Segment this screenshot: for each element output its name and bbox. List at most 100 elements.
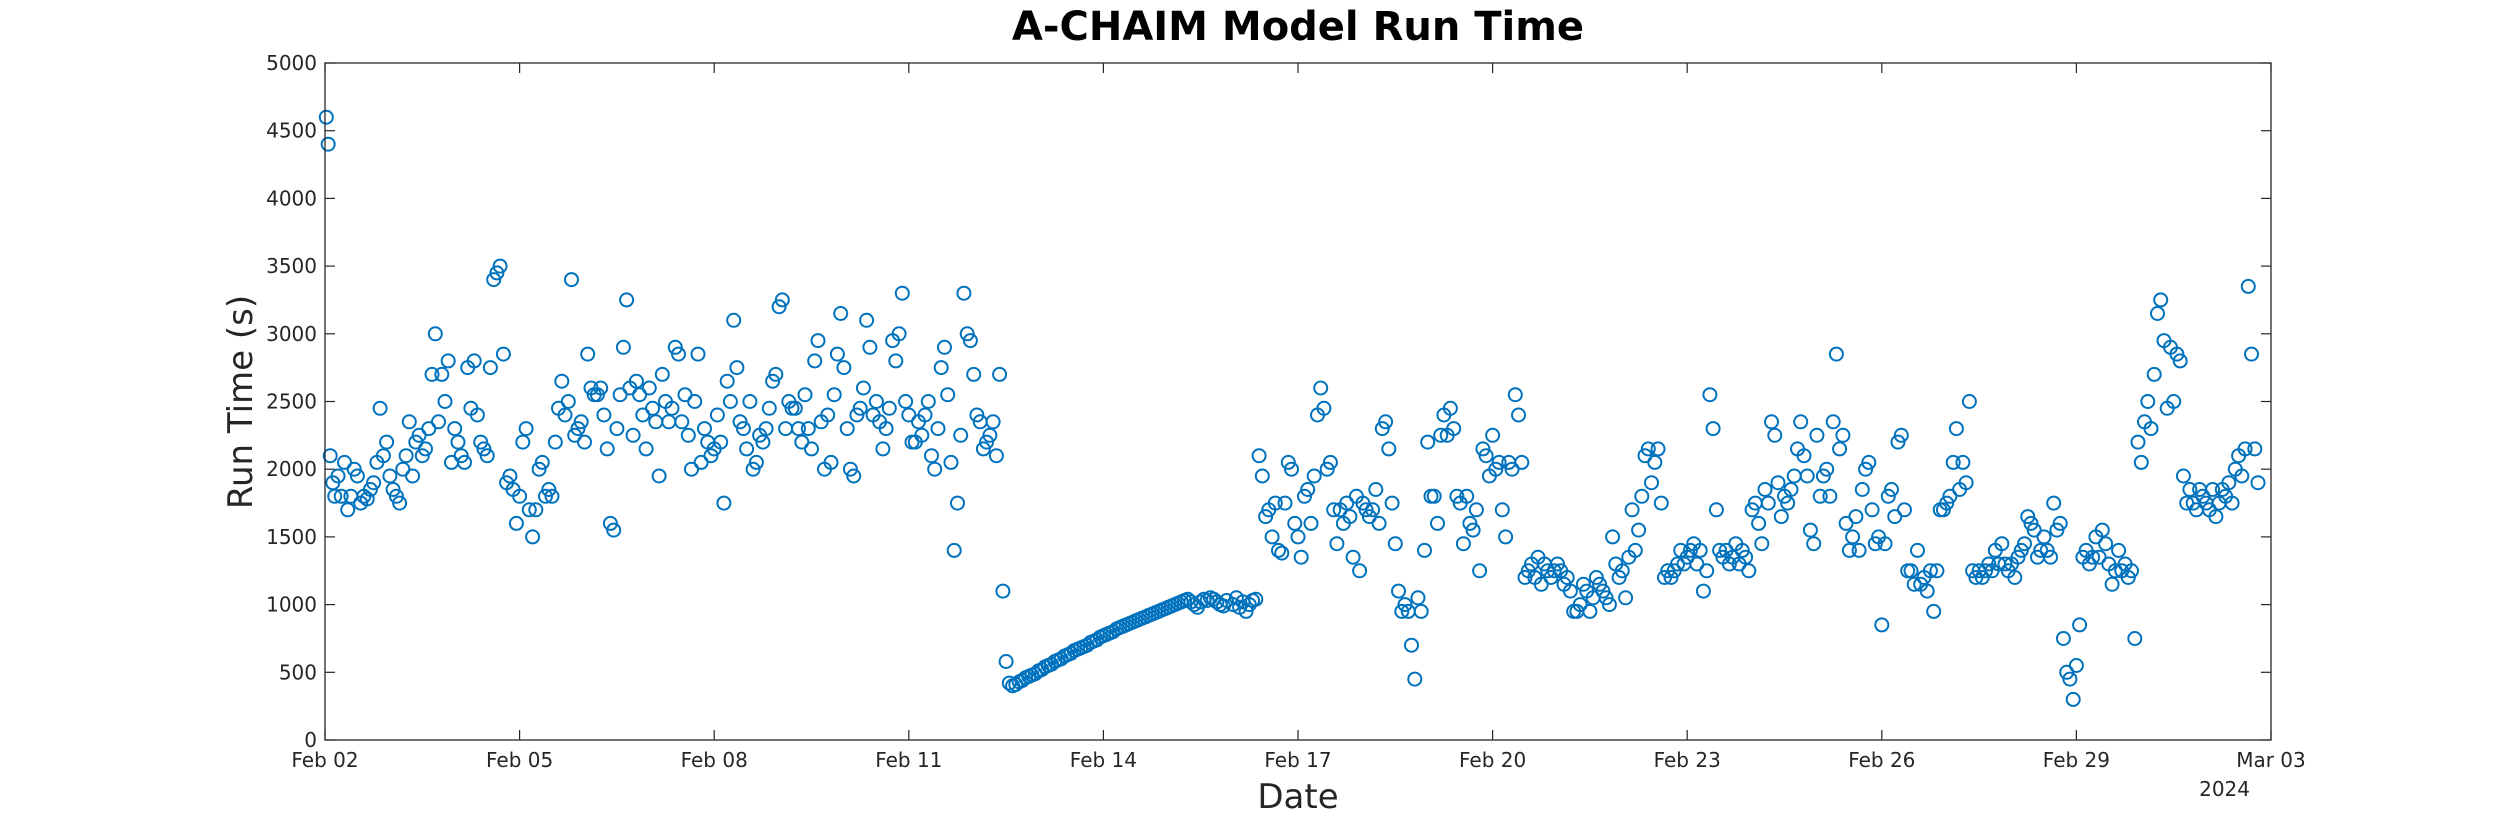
data-point	[479, 448, 495, 464]
data-point	[1238, 603, 1254, 619]
data-point	[1271, 542, 1286, 558]
data-point	[2237, 441, 2253, 457]
data-point	[868, 394, 884, 409]
data-point	[1858, 461, 1874, 477]
data-point	[1864, 502, 1880, 518]
data-point	[2098, 536, 2114, 552]
data-point	[761, 400, 777, 416]
data-point	[2124, 563, 2139, 579]
data-point	[2068, 658, 2084, 673]
data-point	[2172, 353, 2188, 369]
data-point	[1442, 400, 1458, 416]
data-point	[755, 434, 771, 450]
data-point	[2234, 468, 2250, 484]
data-point	[1485, 427, 1501, 443]
data-point	[1903, 563, 1919, 579]
data-point	[1430, 515, 1445, 531]
data-point	[842, 461, 858, 477]
data-point	[1465, 522, 1481, 538]
chart-title: A-CHAIM Model Run Time	[1012, 4, 1584, 50]
data-point	[525, 529, 541, 545]
data-point	[1666, 563, 1682, 579]
data-point	[1760, 495, 1776, 511]
y-tick-label: 2000	[266, 457, 317, 481]
data-point	[930, 421, 946, 437]
data-point	[648, 414, 664, 430]
data-point	[1644, 475, 1659, 491]
data-point	[2007, 570, 2023, 585]
data-point	[697, 421, 712, 437]
data-point	[606, 522, 622, 538]
data-point	[920, 394, 936, 409]
data-point	[2039, 542, 2055, 558]
data-point	[2208, 509, 2224, 525]
data-point	[1322, 454, 1338, 470]
data-point	[450, 434, 466, 450]
data-point	[1838, 515, 1854, 531]
data-point	[1342, 509, 1358, 525]
data-point	[641, 380, 657, 396]
x-tick-label: Feb 11	[875, 748, 942, 772]
data-point	[765, 373, 781, 389]
data-point	[1303, 515, 1319, 531]
data-point	[969, 407, 985, 423]
data-point	[1819, 461, 1835, 477]
data-point	[739, 441, 755, 457]
y-axis-ticks: 0 500 1000 1500 2000 2500 3000 3500 4000 4500 5000	[266, 51, 2271, 752]
data-point	[1893, 427, 1909, 443]
data-point	[1413, 603, 1429, 619]
data-point	[372, 400, 388, 416]
data-point	[349, 468, 365, 484]
data-point	[1449, 488, 1465, 504]
data-point	[447, 421, 463, 437]
data-point	[1910, 542, 1925, 558]
data-point	[1955, 454, 1971, 470]
data-point	[437, 394, 453, 409]
data-point	[1751, 515, 1767, 531]
data-point	[654, 366, 670, 382]
data-point	[1978, 563, 1994, 579]
data-point	[1809, 427, 1825, 443]
data-point	[1248, 591, 1264, 607]
data-point	[1267, 495, 1283, 511]
data-point	[1225, 597, 1241, 613]
data-point	[1890, 434, 1906, 450]
data-point	[1455, 536, 1471, 552]
data-point	[1361, 509, 1377, 525]
data-point	[362, 482, 378, 497]
data-point	[1679, 549, 1695, 565]
data-point	[1300, 482, 1316, 497]
data-point	[894, 285, 910, 301]
data-point	[956, 285, 972, 301]
data-point	[1254, 468, 1270, 484]
data-point	[1634, 488, 1650, 504]
x-tick-label: Feb 23	[1654, 748, 1721, 772]
data-point	[337, 454, 352, 470]
data-point	[489, 265, 505, 281]
data-point	[891, 326, 907, 342]
data-point	[512, 488, 528, 504]
data-point	[1786, 468, 1802, 484]
data-point	[1329, 536, 1345, 552]
data-point	[2010, 549, 2026, 565]
data-point	[1793, 414, 1809, 430]
data-point	[1277, 495, 1293, 511]
data-point	[1958, 475, 1974, 491]
data-point	[820, 407, 836, 423]
data-point	[859, 312, 875, 328]
data-point	[2166, 394, 2182, 409]
data-point	[1627, 542, 1643, 558]
data-point	[1841, 542, 1857, 558]
data-point	[1371, 515, 1387, 531]
data-point	[2244, 346, 2259, 362]
data-point	[1884, 482, 1899, 497]
data-point	[1433, 427, 1449, 443]
data-point	[898, 394, 914, 409]
data-point	[401, 414, 417, 430]
data-point	[1861, 454, 1877, 470]
data-point	[398, 448, 414, 464]
data-point	[322, 448, 338, 464]
data-point	[1478, 448, 1494, 464]
data-point	[1922, 563, 1938, 579]
